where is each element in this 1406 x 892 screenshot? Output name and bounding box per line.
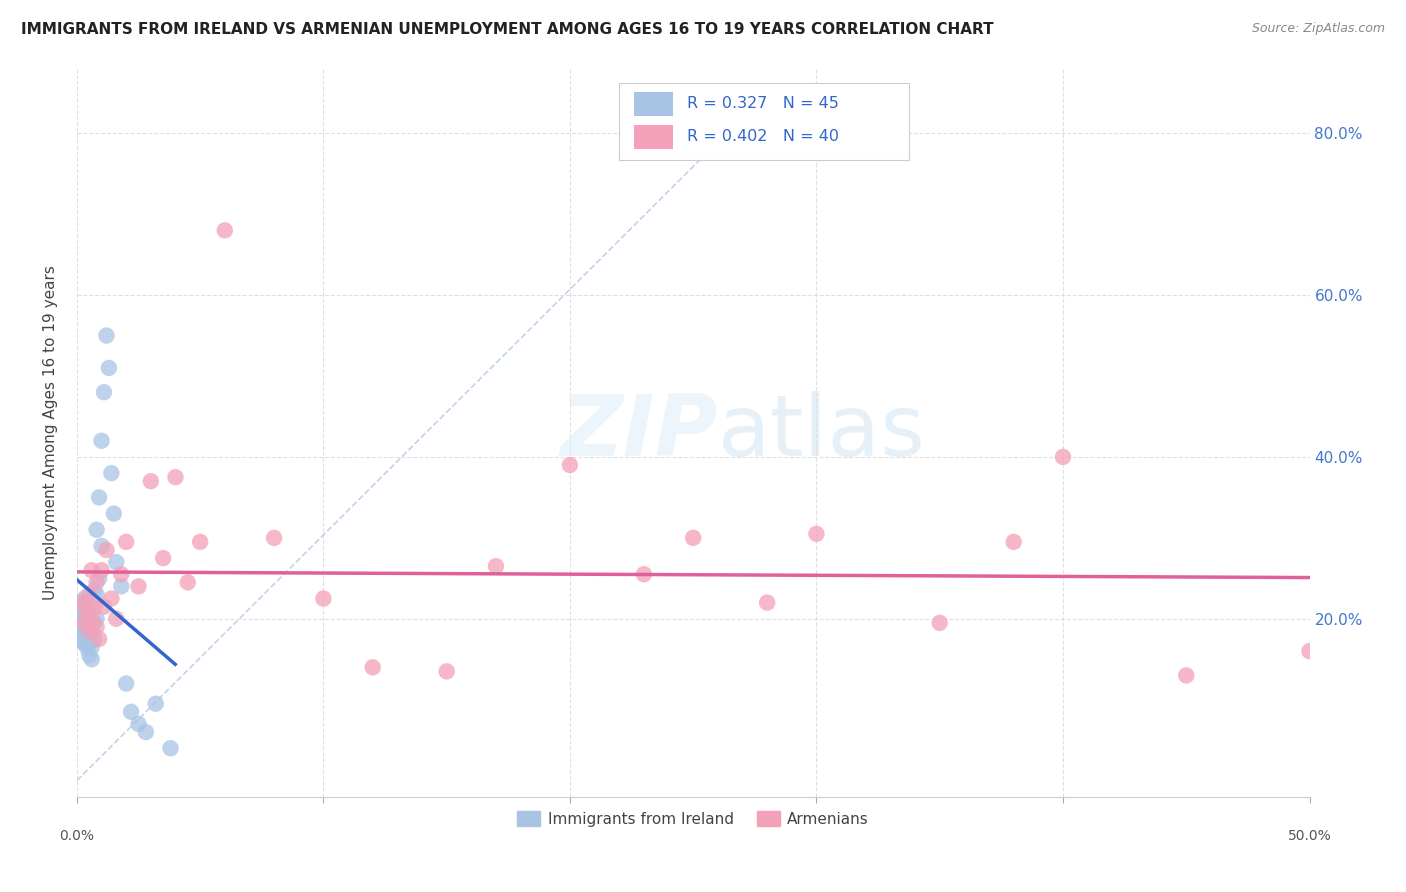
Point <box>83 599 105 614</box>
Point <box>361 660 384 674</box>
Point <box>928 615 950 630</box>
Point <box>93 599 115 614</box>
Text: atlas: atlas <box>718 392 925 475</box>
Point <box>120 705 142 719</box>
Point <box>70 599 93 614</box>
Point <box>77 624 100 638</box>
Point <box>90 539 112 553</box>
Point <box>87 632 110 646</box>
Point <box>80 640 103 654</box>
Point <box>128 717 150 731</box>
Point <box>110 567 132 582</box>
Point <box>76 596 98 610</box>
Point <box>80 652 103 666</box>
Point <box>128 579 150 593</box>
Point <box>77 612 100 626</box>
Point <box>806 526 828 541</box>
Text: R = 0.327   N = 45: R = 0.327 N = 45 <box>688 96 839 111</box>
Point <box>70 624 93 638</box>
Point <box>682 531 704 545</box>
Point <box>77 648 100 663</box>
Point <box>87 491 110 505</box>
Point <box>1298 644 1320 658</box>
Point <box>77 587 100 601</box>
Point <box>77 636 100 650</box>
Point <box>436 665 458 679</box>
Point <box>80 612 103 626</box>
Point <box>312 591 335 606</box>
Point <box>83 632 105 646</box>
Point <box>135 725 157 739</box>
Text: ZIP: ZIP <box>560 392 718 475</box>
Point <box>103 507 125 521</box>
Point <box>76 640 98 654</box>
Point <box>67 632 90 646</box>
FancyBboxPatch shape <box>619 83 908 160</box>
Point <box>188 535 211 549</box>
Point <box>86 523 108 537</box>
Y-axis label: Unemployment Among Ages 16 to 19 years: Unemployment Among Ages 16 to 19 years <box>44 265 58 600</box>
Point <box>165 470 187 484</box>
Point <box>110 579 132 593</box>
Point <box>263 531 285 545</box>
Point <box>97 360 120 375</box>
Text: 50.0%: 50.0% <box>1288 830 1331 843</box>
Point <box>96 328 118 343</box>
Point <box>83 615 105 630</box>
Point <box>80 624 103 638</box>
Point <box>214 223 236 237</box>
Point <box>756 596 779 610</box>
Point <box>73 604 96 618</box>
Point <box>83 583 105 598</box>
Point <box>87 571 110 585</box>
Point <box>86 587 108 601</box>
Text: R = 0.402   N = 40: R = 0.402 N = 40 <box>688 128 839 144</box>
Point <box>90 434 112 448</box>
Point <box>177 575 200 590</box>
Legend: Immigrants from Ireland, Armenians: Immigrants from Ireland, Armenians <box>512 805 875 833</box>
Point <box>558 458 581 472</box>
Point <box>115 676 138 690</box>
Point <box>73 636 96 650</box>
Point <box>100 466 122 480</box>
Point <box>100 591 122 606</box>
Point <box>70 596 93 610</box>
Point <box>77 624 100 638</box>
Point <box>485 559 508 574</box>
Point <box>76 604 98 618</box>
Point <box>139 474 162 488</box>
Point <box>86 612 108 626</box>
Point <box>1175 668 1198 682</box>
Point <box>90 563 112 577</box>
Point <box>76 628 98 642</box>
FancyBboxPatch shape <box>634 125 673 149</box>
Point <box>70 612 93 626</box>
Point <box>105 612 128 626</box>
Point <box>73 615 96 630</box>
Point <box>633 567 655 582</box>
Text: 0.0%: 0.0% <box>59 830 94 843</box>
Point <box>76 612 98 626</box>
FancyBboxPatch shape <box>634 92 673 116</box>
Point <box>1052 450 1074 464</box>
Point <box>73 620 96 634</box>
Point <box>80 612 103 626</box>
Point <box>1002 535 1025 549</box>
Point <box>80 563 103 577</box>
Point <box>115 535 138 549</box>
Point <box>86 575 108 590</box>
Point <box>93 385 115 400</box>
Point <box>86 620 108 634</box>
Point <box>145 697 167 711</box>
Point <box>73 591 96 606</box>
Point <box>67 615 90 630</box>
Point <box>105 555 128 569</box>
Text: Source: ZipAtlas.com: Source: ZipAtlas.com <box>1251 22 1385 36</box>
Point <box>152 551 174 566</box>
Point <box>77 599 100 614</box>
Text: IMMIGRANTS FROM IRELAND VS ARMENIAN UNEMPLOYMENT AMONG AGES 16 TO 19 YEARS CORRE: IMMIGRANTS FROM IRELAND VS ARMENIAN UNEM… <box>21 22 994 37</box>
Point <box>96 543 118 558</box>
Point <box>159 741 181 756</box>
